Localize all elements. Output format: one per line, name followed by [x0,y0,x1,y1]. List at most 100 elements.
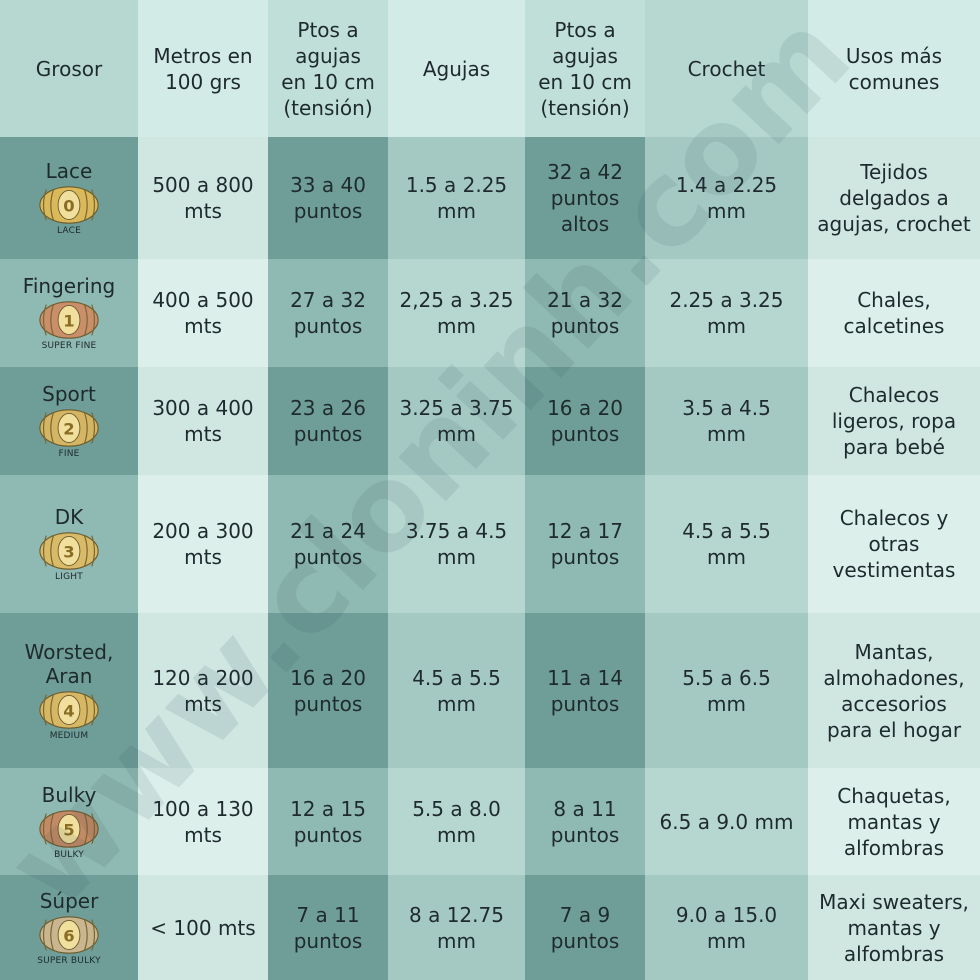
crochet-gauge-cell: 32 a 42 puntos altos [525,137,645,259]
cell-line: 16 a 20 [290,665,366,690]
cell-line: 33 a 40 [290,173,366,197]
weight-name: Fingering [4,274,134,298]
uses-cell: Chalecos y otras vestimentas [808,475,980,613]
badge-number: 1 [63,311,74,330]
column-header-line: Crochet [687,56,766,81]
column-header-line: Ptos a [297,17,359,42]
cell-line: puntos [293,928,363,953]
column-header-3: Ptos a agujas en 10 cm (tensión) [268,0,388,137]
cell-line: mm [437,199,476,223]
cell-line: 100 a 130 [152,796,254,821]
weight-name-line: Fingering [22,274,116,298]
knit-gauge-cell: 21 a 24 puntos [268,475,388,613]
cell-line: 8 a 11 [553,796,617,821]
cell-line: puntos [550,928,620,953]
meters-cell: 400 a 500 mts [138,259,268,367]
uses-cell: Chaquetas, mantas y alfombras [808,768,980,875]
cell-line: vestimentas [832,558,956,582]
cell-line: 2.25 a 3.25 [669,288,784,312]
uses-cell: Chales, calcetines [808,259,980,367]
needles-cell: 1.5 a 2.25 mm [388,137,525,259]
meters-cell: 100 a 130 mts [138,768,268,875]
cell-line: 9.0 a 15.0 [675,902,778,927]
cell-line: mts [184,199,222,223]
cell-line: Chales, [857,288,931,312]
column-header-5: Ptos a agujas en 10 cm (tensión) [525,0,645,137]
column-header-line: (tensión) [283,95,373,120]
badge-number: 2 [63,419,74,438]
cell-line: ligeros, ropa [831,409,957,433]
badge-label: FINE [58,449,80,459]
meters-cell: 120 a 200 mts [138,613,268,768]
cell-line: delgados a [839,186,949,210]
cell-line: altos [560,212,610,236]
cell-line: 200 a 300 [152,519,254,543]
meters-cell: 200 a 300 mts [138,475,268,613]
yarn-skein-icon: 0 [39,186,99,224]
badge-number: 0 [63,196,74,215]
column-header-line: Ptos a [554,17,616,42]
badge-label: LIGHT [55,572,83,582]
crochet-hook-cell: 4.5 a 5.5 mm [645,475,808,613]
cell-line: mm [707,422,746,446]
knit-gauge-cell: 12 a 15 puntos [268,768,388,875]
cell-line: 3.25 a 3.75 [399,396,514,420]
weight-cell: Fingering 1 SUPER FINE [0,259,138,367]
column-header-line: Metros en [153,43,253,68]
crochet-hook-cell: 1.4 a 2.25 mm [645,137,808,259]
knit-gauge-cell: 27 a 32 puntos [268,259,388,367]
yarn-skein-icon: 3 [39,532,99,570]
crochet-hook-cell: 9.0 a 15.0 mm [645,875,808,980]
table-row: Worsted, Aran 4 MEDIUM 120 a 200 mts 16 a 20 pu… [0,613,980,768]
cell-line: 400 a 500 [152,288,254,312]
cell-line: 16 a 20 [547,396,623,420]
cell-line: accesorios [841,691,947,716]
cell-line: Chalecos y [839,506,949,530]
cell-line: 27 a 32 [290,288,366,312]
knit-gauge-cell: 16 a 20 puntos [268,613,388,768]
cell-line: mts [184,691,222,716]
needles-cell: 3.25 a 3.75 mm [388,367,525,475]
yarn-skein-icon: 1 [39,301,99,339]
yarn-skein-icon: 2 [39,409,99,447]
column-header-line: Agujas [422,56,491,81]
cell-line: calcetines [843,314,945,338]
weight-cell: Sport 2 FINE [0,367,138,475]
cell-line: Tejidos [860,160,928,184]
cell-line: 8 a 12.75 [409,902,504,927]
column-header-line: agujas [295,43,361,68]
cell-line: < 100 mts [150,915,256,940]
cell-line: 6.5 a 9.0 mm [659,809,794,834]
cell-line: 1.5 a 2.25 [405,173,508,197]
table-row: Lace 0 LACE 500 a 800 mts 33 a 40 puntos 1.5 a … [0,137,980,259]
column-header-1: Grosor [0,0,138,137]
column-header-6: Crochet [645,0,808,137]
badge-number: 4 [63,701,74,720]
cell-line: agujas, crochet [817,212,971,236]
badge-label: BULKY [54,849,84,860]
header-row: Grosor Metros en 100 grs Ptos a agujas en 10 … [0,0,980,137]
cell-line: mm [437,314,476,338]
weight-name: Lace [4,159,134,183]
cell-line: Chalecos [848,383,940,407]
cell-line: otras [868,532,920,556]
cell-line: puntos [550,691,620,716]
weight-name: Súper [4,889,134,913]
cell-line: mm [437,928,476,953]
badge-number: 6 [63,926,74,945]
cell-line: alfombras [843,941,945,966]
crochet-gauge-cell: 21 a 32 puntos [525,259,645,367]
weight-name: Sport [4,382,134,406]
uses-cell: Maxi sweaters, mantas y alfombras [808,875,980,980]
cell-line: para bebé [843,435,945,459]
crochet-hook-cell: 6.5 a 9.0 mm [645,768,808,875]
cell-line: 2,25 a 3.25 [399,288,514,312]
cell-line: mts [184,314,222,338]
needles-cell: 4.5 a 5.5 mm [388,613,525,768]
weight-name: Bulky [4,783,134,807]
cell-line: 7 a 9 [559,902,611,927]
table-row: DK 3 LIGHT 200 a 300 mts 21 a 24 puntos 3.75 a … [0,475,980,613]
cell-line: 4.5 a 5.5 [682,519,771,543]
crochet-gauge-cell: 11 a 14 puntos [525,613,645,768]
